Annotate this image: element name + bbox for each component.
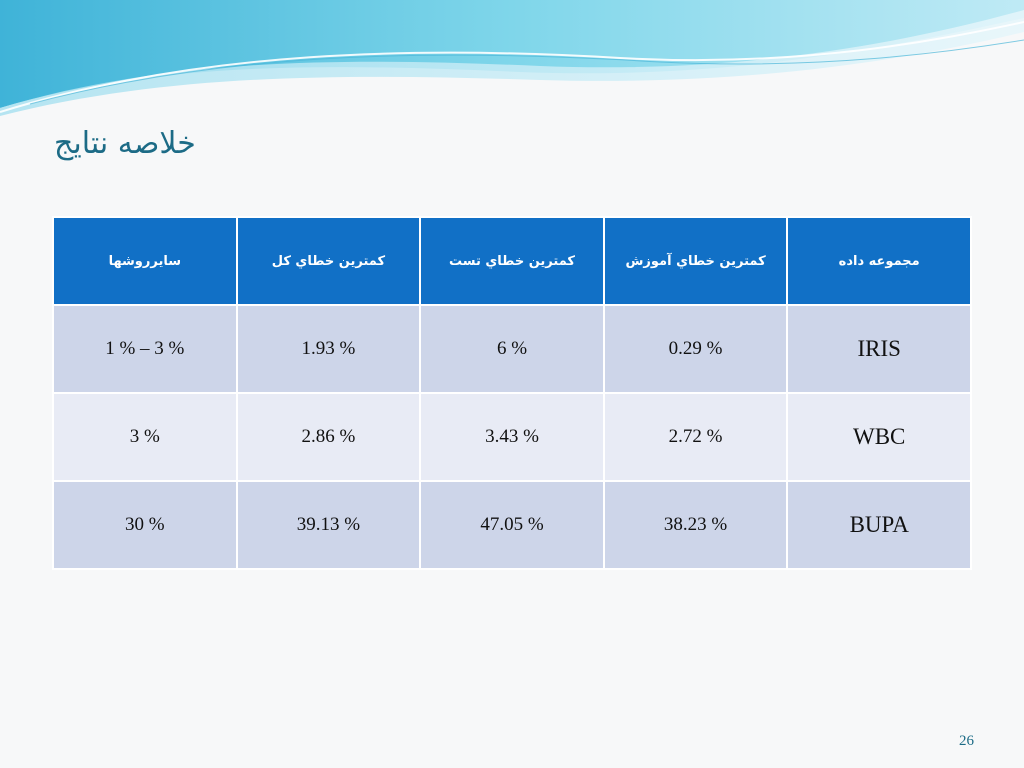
decorative-wave-header bbox=[0, 0, 1024, 116]
slide-title-text: خلاصه نتايج bbox=[54, 126, 196, 161]
cell-dataset: IRIS bbox=[786, 304, 972, 394]
table-row: 3 % 2.86 % 3.43 % 2.72 % WBC bbox=[52, 392, 972, 482]
table-row: 1 % – 3 % 1.93 % 6 % 0.29 % IRIS bbox=[52, 304, 972, 394]
header-other-methods: سايرروشها bbox=[52, 216, 238, 306]
header-min-total-error: کمترين خطاي کل bbox=[235, 216, 422, 306]
page-number: 26 bbox=[959, 733, 974, 749]
cell-other-methods: 30 % bbox=[52, 480, 238, 570]
slide-title: خلاصه نتايج bbox=[0, 126, 1024, 161]
table-header-row: سايرروشها کمترين خطاي کل کمترين خطاي تست… bbox=[52, 216, 972, 306]
cell-min-training-error: 2.72 % bbox=[602, 392, 789, 482]
header-dataset: مجموعه داده bbox=[786, 216, 972, 306]
cell-min-test-error: 47.05 % bbox=[419, 480, 605, 570]
header-min-test-error: کمترين خطاي تست bbox=[419, 216, 605, 306]
cell-min-training-error: 38.23 % bbox=[602, 480, 789, 570]
header-min-training-error: کمترين خطاي آموزش bbox=[602, 216, 789, 306]
cell-dataset: BUPA bbox=[786, 480, 972, 570]
cell-other-methods: 3 % bbox=[52, 392, 238, 482]
cell-min-training-error: 0.29 % bbox=[602, 304, 789, 394]
cell-dataset: WBC bbox=[786, 392, 972, 482]
cell-min-total-error: 2.86 % bbox=[235, 392, 422, 482]
cell-min-total-error: 39.13 % bbox=[235, 480, 422, 570]
cell-min-total-error: 1.93 % bbox=[235, 304, 422, 394]
cell-min-test-error: 6 % bbox=[419, 304, 605, 394]
cell-min-test-error: 3.43 % bbox=[419, 392, 605, 482]
results-table: سايرروشها کمترين خطاي کل کمترين خطاي تست… bbox=[52, 216, 972, 570]
cell-other-methods: 1 % – 3 % bbox=[52, 304, 238, 394]
table-row: 30 % 39.13 % 47.05 % 38.23 % BUPA bbox=[52, 480, 972, 570]
